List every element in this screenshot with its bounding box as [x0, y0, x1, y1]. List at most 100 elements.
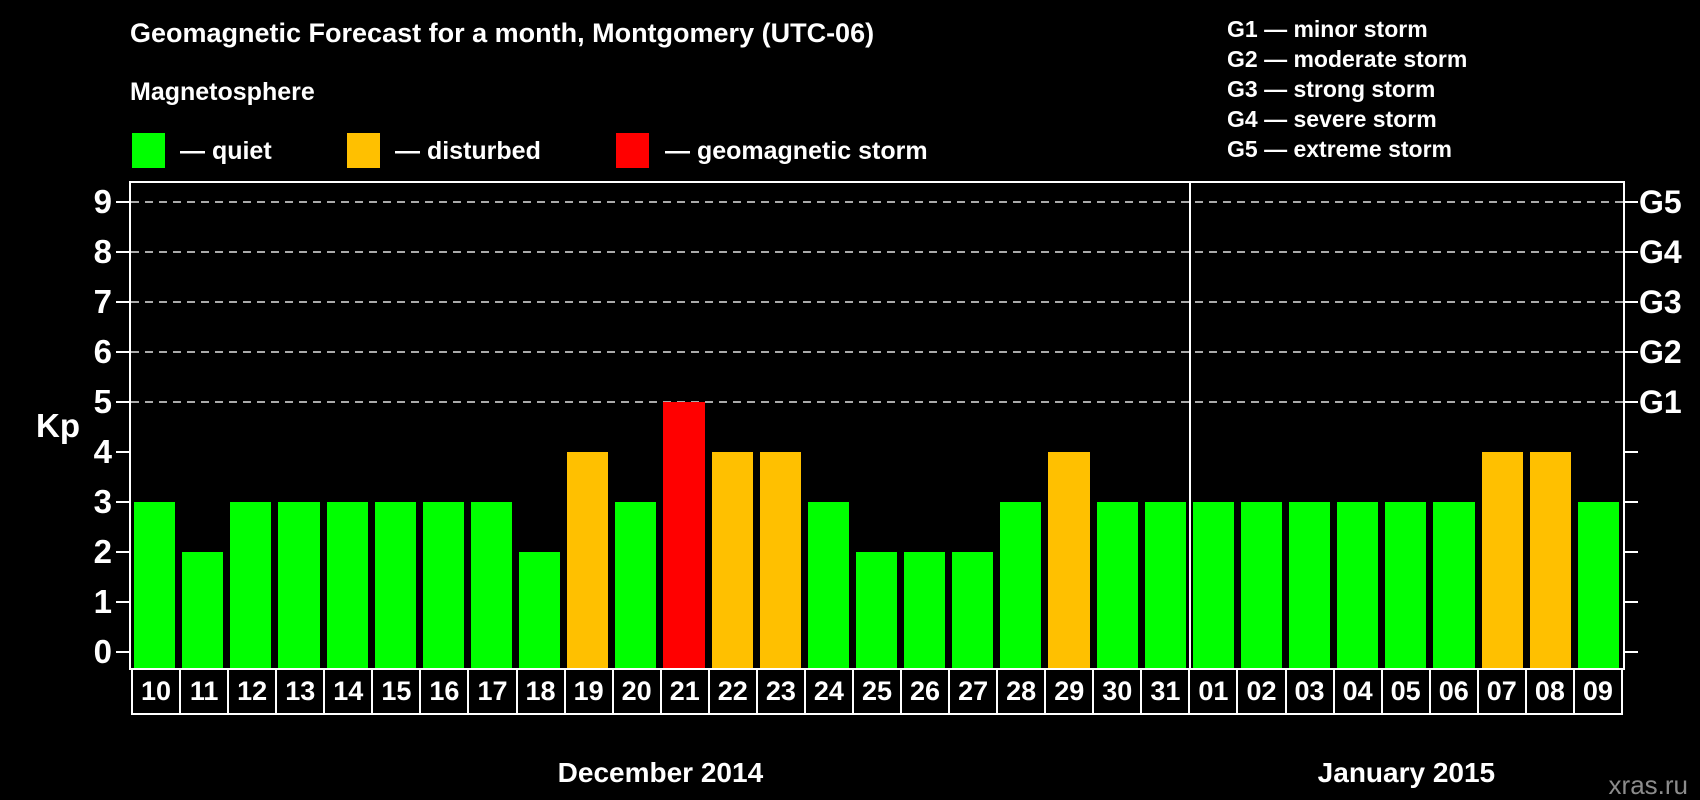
- page-title: Geomagnetic Forecast for a month, Montgo…: [130, 18, 875, 48]
- y-tick-label-5: 5: [93, 383, 112, 420]
- day-label-11: 11: [179, 668, 230, 715]
- day-label-22: 22: [707, 668, 758, 715]
- y-tick-right-6: [1625, 351, 1638, 353]
- y-tick-label-7: 7: [93, 283, 112, 320]
- kp-bar-23: [759, 452, 801, 668]
- y-tick-left-9: [116, 201, 129, 203]
- right-axis-label-G4: G4: [1639, 234, 1682, 270]
- kp-bar-24: [807, 502, 849, 668]
- kp-bar-19: [567, 452, 609, 668]
- day-axis-row: 10 11 12 13 14 15 16 17 18 19 20 21 22 23 24 25 26 27 28 29…: [131, 668, 1623, 715]
- quiet-legend-label: — quiet: [180, 137, 272, 165]
- month-separator-line: [1188, 183, 1191, 668]
- day-label-09: 09: [1572, 668, 1623, 715]
- kp-bar-09: [1577, 502, 1619, 668]
- g-legend-line: G2 — moderate storm: [1227, 46, 1468, 72]
- day-label-08: 08: [1524, 668, 1575, 715]
- kp-bar-07: [1481, 452, 1523, 668]
- kp-bar-25: [855, 552, 898, 668]
- y-tick-right-9: [1625, 201, 1638, 203]
- y-tick-label-1: 1: [93, 583, 112, 620]
- kp-bar-30: [1096, 502, 1138, 668]
- day-label-02: 02: [1236, 668, 1287, 715]
- day-label-15: 15: [371, 668, 422, 715]
- disturbed-swatch-icon: [347, 133, 380, 168]
- right-axis-label-G3: G3: [1639, 284, 1682, 320]
- y-tick-right-3: [1625, 501, 1638, 503]
- y-tick-label-4: 4: [93, 433, 112, 470]
- g-scale-legend: G1 — minor storm G2 — moderate storm G3 …: [1227, 14, 1467, 164]
- gridline-kp6: [131, 351, 1623, 353]
- kp-bar-14: [326, 502, 368, 668]
- kp-bar-03: [1289, 502, 1331, 668]
- day-label-29: 29: [1044, 668, 1095, 715]
- day-label-01: 01: [1188, 668, 1239, 715]
- kp-bar-02: [1240, 502, 1283, 668]
- day-label-13: 13: [275, 668, 326, 715]
- gridline-kp7: [131, 301, 1623, 303]
- day-label-18: 18: [515, 668, 566, 715]
- y-tick-label-6: 6: [93, 333, 112, 370]
- day-label-30: 30: [1092, 668, 1143, 715]
- day-label-06: 06: [1428, 668, 1479, 715]
- day-label-07: 07: [1476, 668, 1527, 715]
- y-tick-left-1: [116, 601, 129, 603]
- y-tick-right-7: [1625, 301, 1638, 303]
- day-label-12: 12: [227, 668, 278, 715]
- day-label-10: 10: [131, 668, 182, 715]
- day-label-05: 05: [1380, 668, 1431, 715]
- day-label-03: 03: [1284, 668, 1335, 715]
- storm-legend-label: — geomagnetic storm: [665, 137, 928, 165]
- y-tick-left-3: [116, 501, 129, 503]
- month-label: December 2014: [557, 757, 764, 788]
- y-tick-left-0: [116, 651, 129, 653]
- day-label-31: 31: [1140, 668, 1191, 715]
- day-label-23: 23: [755, 668, 806, 715]
- kp-bar-04: [1337, 502, 1379, 668]
- y-tick-right-8: [1625, 251, 1638, 253]
- kp-bar-22: [711, 452, 753, 668]
- right-axis-label-G2: G2: [1639, 334, 1682, 370]
- kp-bar-29: [1048, 452, 1090, 668]
- y-tick-label-8: 8: [93, 233, 112, 270]
- kp-bar-11: [182, 552, 224, 668]
- gridline-kp5: [131, 401, 1623, 403]
- y-tick-left-7: [116, 301, 129, 303]
- g-legend-line: G1 — minor storm: [1227, 16, 1428, 42]
- kp-bar-18: [519, 552, 561, 668]
- g-legend-line: G4 — severe storm: [1227, 106, 1437, 132]
- day-label-16: 16: [419, 668, 470, 715]
- y-axis-title: Kp: [36, 407, 80, 444]
- kp-bar-13: [278, 502, 320, 668]
- kp-bar-16: [422, 502, 464, 668]
- gridline-kp8: [131, 251, 1623, 253]
- watermark: xras.ru: [1608, 770, 1688, 800]
- kp-bar-08: [1529, 452, 1571, 668]
- kp-bar-26: [904, 552, 946, 668]
- y-tick-left-2: [116, 551, 129, 553]
- kp-bar-27: [952, 552, 994, 668]
- kp-bar-15: [374, 502, 416, 668]
- kp-bar-31: [1144, 502, 1186, 668]
- y-tick-right-2: [1625, 551, 1638, 553]
- kp-bar-05: [1385, 502, 1427, 668]
- day-label-24: 24: [803, 668, 854, 715]
- storm-swatch-icon: [616, 133, 649, 168]
- kp-bar-12: [230, 502, 272, 668]
- y-tick-left-4: [116, 451, 129, 453]
- day-label-17: 17: [467, 668, 518, 715]
- kp-bar-28: [1000, 502, 1042, 668]
- kp-bar-06: [1433, 502, 1475, 668]
- y-tick-label-9: 9: [93, 183, 112, 220]
- y-tick-right-0: [1625, 651, 1638, 653]
- y-tick-left-5: [116, 401, 129, 403]
- gridline-kp9: [131, 201, 1623, 203]
- kp-bar-20: [615, 502, 657, 668]
- kp-bar-17: [470, 502, 513, 668]
- y-tick-left-6: [116, 351, 129, 353]
- g-legend-line: G3 — strong storm: [1227, 76, 1436, 102]
- day-label-25: 25: [851, 668, 902, 715]
- day-label-28: 28: [996, 668, 1047, 715]
- day-label-14: 14: [323, 668, 374, 715]
- y-tick-label-0: 0: [93, 633, 112, 670]
